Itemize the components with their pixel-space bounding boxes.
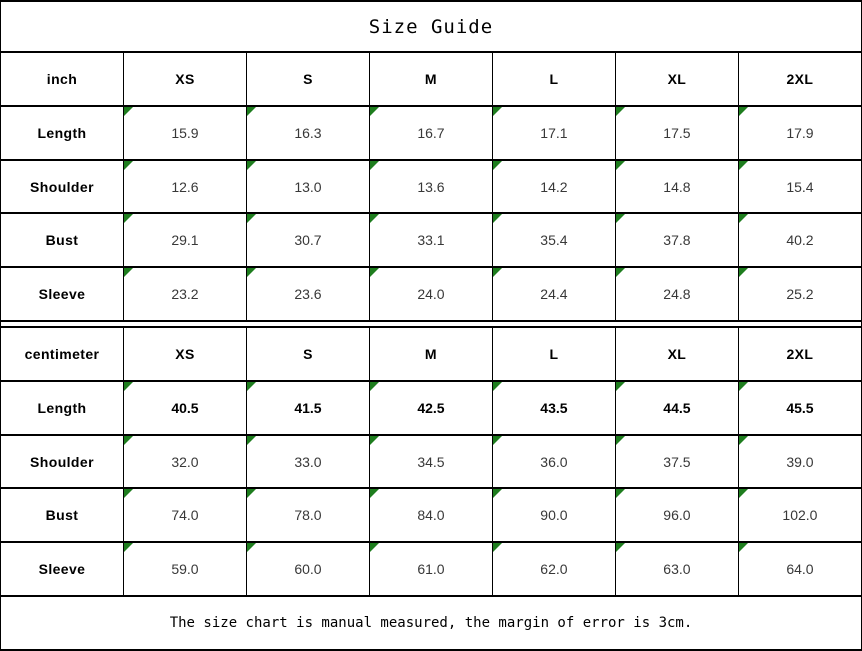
centimeter-row-shoulder: Shoulder 32.0 33.0 34.5 36.0 37.5 39.0 xyxy=(0,433,862,490)
measurement-cell: 17.1 xyxy=(491,104,616,161)
measurement-cell: 33.0 xyxy=(245,433,370,490)
measurement-cell: 96.0 xyxy=(614,487,739,544)
size-header-s: S xyxy=(245,326,370,382)
unit-label-inch: inch xyxy=(0,51,124,107)
row-label-length: Length xyxy=(0,104,124,161)
inch-row-bust: Bust 29.1 30.7 33.1 35.4 37.8 40.2 xyxy=(0,212,862,269)
measurement-cell: 16.7 xyxy=(368,104,493,161)
measurement-cell: 64.0 xyxy=(737,541,862,598)
measurement-cell: 39.0 xyxy=(737,433,862,490)
title-row: Size Guide xyxy=(0,0,862,53)
size-header-s: S xyxy=(245,51,370,107)
row-label-shoulder: Shoulder xyxy=(0,433,124,490)
measurement-cell: 74.0 xyxy=(122,487,247,544)
measurement-cell: 12.6 xyxy=(122,158,247,215)
centimeter-row-sleeve: Sleeve 59.0 60.0 61.0 62.0 63.0 64.0 xyxy=(0,541,862,598)
measurement-cell: 33.1 xyxy=(368,212,493,269)
row-label-sleeve: Sleeve xyxy=(0,541,124,598)
measurement-cell: 41.5 xyxy=(245,379,370,436)
measurement-cell: 84.0 xyxy=(368,487,493,544)
row-label-bust: Bust xyxy=(0,487,124,544)
unit-label-centimeter: centimeter xyxy=(0,326,124,382)
size-header-xs: XS xyxy=(122,326,247,382)
footer-row: The size chart is manual measured, the m… xyxy=(0,595,862,651)
measurement-cell: 40.5 xyxy=(122,379,247,436)
measurement-cell: 44.5 xyxy=(614,379,739,436)
inch-row-sleeve: Sleeve 23.2 23.6 24.0 24.4 24.8 25.2 xyxy=(0,266,862,323)
measurement-cell: 23.2 xyxy=(122,266,247,323)
inch-row-length: Length 15.9 16.3 16.7 17.1 17.5 17.9 xyxy=(0,104,862,161)
inch-header-row: inch XS S M L XL 2XL xyxy=(0,51,862,107)
row-label-bust: Bust xyxy=(0,212,124,269)
measurement-cell: 24.8 xyxy=(614,266,739,323)
size-header-xl: XL xyxy=(614,326,739,382)
measurement-cell: 42.5 xyxy=(368,379,493,436)
measurement-cell: 32.0 xyxy=(122,433,247,490)
inch-row-shoulder: Shoulder 12.6 13.0 13.6 14.2 14.8 15.4 xyxy=(0,158,862,215)
page-title: Size Guide xyxy=(0,0,862,53)
measurement-cell: 17.5 xyxy=(614,104,739,161)
measurement-cell: 60.0 xyxy=(245,541,370,598)
size-header-m: M xyxy=(368,51,493,107)
spacer-cell xyxy=(0,320,862,329)
size-header-l: L xyxy=(491,51,616,107)
measurement-cell: 45.5 xyxy=(737,379,862,436)
measurement-cell: 43.5 xyxy=(491,379,616,436)
measurement-cell: 30.7 xyxy=(245,212,370,269)
measurement-cell: 37.5 xyxy=(614,433,739,490)
size-header-xl: XL xyxy=(614,51,739,107)
measurement-cell: 40.2 xyxy=(737,212,862,269)
measurement-cell: 59.0 xyxy=(122,541,247,598)
measurement-cell: 14.2 xyxy=(491,158,616,215)
size-header-xs: XS xyxy=(122,51,247,107)
measurement-cell: 25.2 xyxy=(737,266,862,323)
measurement-cell: 37.8 xyxy=(614,212,739,269)
row-label-length: Length xyxy=(0,379,124,436)
centimeter-header-row: centimeter XS S M L XL 2XL xyxy=(0,326,862,382)
spacer-row xyxy=(0,320,862,329)
measurement-cell: 29.1 xyxy=(122,212,247,269)
measurement-cell: 35.4 xyxy=(491,212,616,269)
measurement-cell: 14.8 xyxy=(614,158,739,215)
measurement-cell: 17.9 xyxy=(737,104,862,161)
size-header-m: M xyxy=(368,326,493,382)
measurement-cell: 90.0 xyxy=(491,487,616,544)
measurement-cell: 34.5 xyxy=(368,433,493,490)
measurement-cell: 13.0 xyxy=(245,158,370,215)
measurement-cell: 15.9 xyxy=(122,104,247,161)
centimeter-row-bust: Bust 74.0 78.0 84.0 90.0 96.0 102.0 xyxy=(0,487,862,544)
size-header-2xl: 2XL xyxy=(737,326,862,382)
measurement-cell: 102.0 xyxy=(737,487,862,544)
measurement-cell: 23.6 xyxy=(245,266,370,323)
centimeter-row-length: Length 40.5 41.5 42.5 43.5 44.5 45.5 xyxy=(0,379,862,436)
measurement-cell: 63.0 xyxy=(614,541,739,598)
measurement-cell: 13.6 xyxy=(368,158,493,215)
size-header-2xl: 2XL xyxy=(737,51,862,107)
measurement-cell: 36.0 xyxy=(491,433,616,490)
row-label-shoulder: Shoulder xyxy=(0,158,124,215)
measurement-cell: 24.4 xyxy=(491,266,616,323)
size-header-l: L xyxy=(491,326,616,382)
measurement-cell: 16.3 xyxy=(245,104,370,161)
measurement-cell: 24.0 xyxy=(368,266,493,323)
measurement-cell: 15.4 xyxy=(737,158,862,215)
measurement-cell: 62.0 xyxy=(491,541,616,598)
row-label-sleeve: Sleeve xyxy=(0,266,124,323)
footer-note: The size chart is manual measured, the m… xyxy=(0,595,862,651)
measurement-cell: 78.0 xyxy=(245,487,370,544)
measurement-cell: 61.0 xyxy=(368,541,493,598)
